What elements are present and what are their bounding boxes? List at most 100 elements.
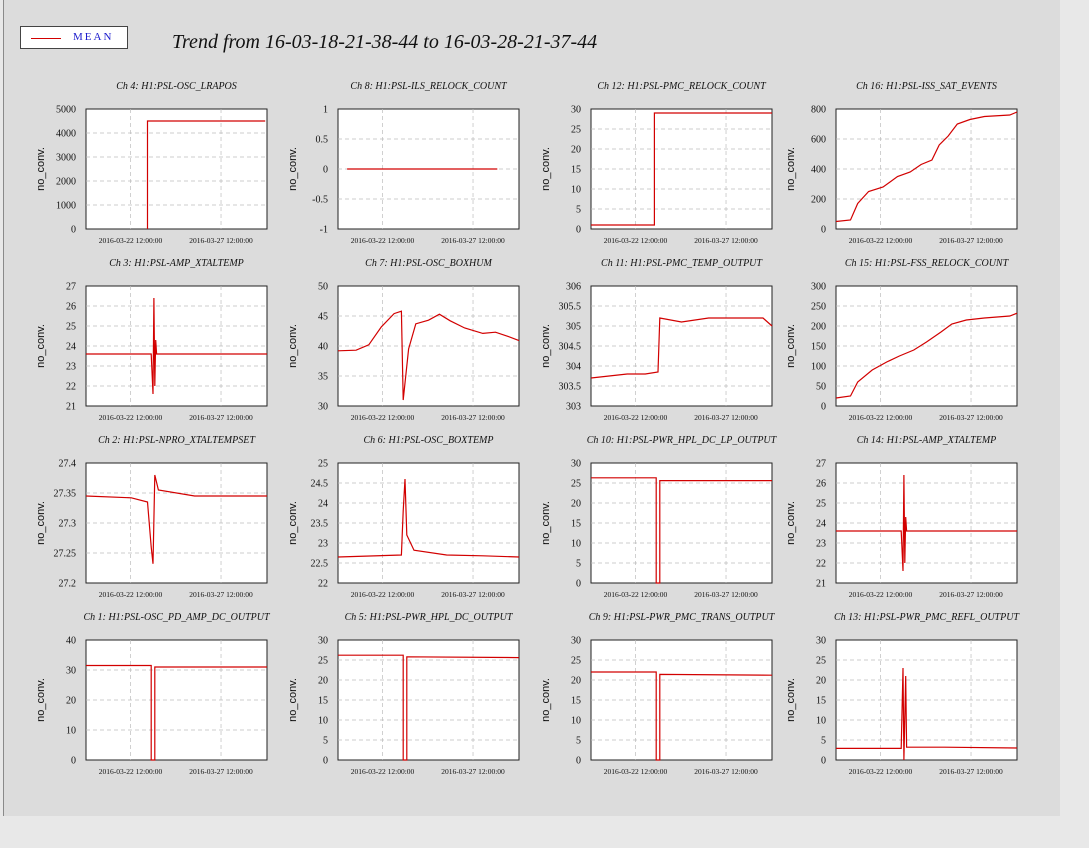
y-tick-label: 25 (318, 656, 328, 667)
y-tick-label: 4000 (56, 129, 76, 140)
y-tick-label: 22 (318, 579, 328, 590)
y-tick-label: 5000 (56, 105, 76, 116)
chart-panel: Ch 14: H1:PSL-AMP_XTALTEMP 21 22 23 24 25 26 27… (785, 435, 1018, 599)
y-tick-label: 25 (571, 125, 581, 136)
y-tick-label: 22 (66, 382, 76, 393)
y-tick-label: 21 (816, 579, 826, 590)
x-tick-label: 2016-03-22 12:00:00 (99, 413, 163, 422)
y-tick-label: 400 (811, 165, 826, 176)
x-tick-label: 2016-03-27 12:00:00 (189, 413, 253, 422)
plot-area (835, 462, 1018, 584)
x-tick-label: 2016-03-22 12:00:00 (351, 236, 415, 245)
y-tick-label: 305.5 (559, 302, 582, 313)
y-tick-label: 24 (318, 499, 328, 510)
y-tick-label: 27.4 (59, 459, 77, 470)
chart-panel: Ch 1: H1:PSL-OSC_PD_AMP_DC_OUTPUT 0 10 20 30… (35, 612, 271, 776)
y-tick-label: 0 (576, 579, 581, 590)
y-axis-label: no_conv. (35, 147, 47, 191)
x-tick-label: 2016-03-27 12:00:00 (441, 590, 505, 599)
y-tick-label: 30 (571, 636, 581, 647)
chart-panel: Ch 6: H1:PSL-OSC_BOXTEMP 22 22.5 23 23.5 24 24… (287, 435, 520, 599)
y-tick-label: 27 (66, 282, 76, 293)
y-tick-label: 304 (566, 362, 581, 373)
x-tick-label: 2016-03-27 12:00:00 (939, 236, 1003, 245)
y-tick-label: 15 (816, 696, 826, 707)
y-tick-label: 25 (66, 322, 76, 333)
y-tick-label: 25 (816, 499, 826, 510)
y-axis-label: no_conv. (785, 147, 797, 191)
chart-panel: Ch 9: H1:PSL-PWR_PMC_TRANS_OUTPUT 0 5 10 15 2… (540, 612, 776, 776)
y-tick-label: 22.5 (311, 559, 329, 570)
y-tick-label: 0 (71, 756, 76, 767)
y-tick-label: 27.3 (59, 519, 77, 530)
y-tick-label: 20 (571, 676, 581, 687)
y-tick-label: 200 (811, 322, 826, 333)
plot-area (85, 462, 268, 584)
x-tick-label: 2016-03-22 12:00:00 (99, 236, 163, 245)
y-tick-label: 23 (318, 539, 328, 550)
y-tick-label: 23.5 (311, 519, 329, 530)
x-tick-label: 2016-03-27 12:00:00 (694, 767, 758, 776)
y-tick-label: 20 (816, 676, 826, 687)
x-tick-label: 2016-03-27 12:00:00 (441, 767, 505, 776)
y-tick-label: 26 (816, 479, 826, 490)
y-tick-label: 10 (571, 539, 581, 550)
page-title: Trend from 16-03-18-21-38-44 to 16-03-28… (172, 31, 598, 53)
chart-title: Ch 5: H1:PSL-PWR_HPL_DC_OUTPUT (345, 612, 514, 623)
y-tick-label: -0.5 (312, 195, 328, 206)
legend: MEAN (20, 26, 128, 49)
x-tick-label: 2016-03-22 12:00:00 (849, 413, 913, 422)
y-tick-label: 50 (816, 382, 826, 393)
y-tick-label: 5 (821, 736, 826, 747)
y-tick-label: 300 (811, 282, 826, 293)
y-tick-label: 306 (566, 282, 581, 293)
x-tick-label: 2016-03-22 12:00:00 (351, 767, 415, 776)
x-tick-label: 2016-03-27 12:00:00 (694, 236, 758, 245)
series-line (86, 664, 267, 761)
x-tick-label: 2016-03-22 12:00:00 (604, 767, 668, 776)
y-tick-label: 15 (571, 696, 581, 707)
series-line (591, 477, 772, 584)
y-tick-label: 0 (323, 165, 328, 176)
y-tick-label: 24 (66, 342, 76, 353)
x-tick-label: 2016-03-27 12:00:00 (189, 767, 253, 776)
series-line (835, 111, 1018, 223)
y-tick-label: 25 (318, 459, 328, 470)
chart-panel: Ch 12: H1:PSL-PMC_RELOCK_COUNT 0 5 10 15 20 25… (540, 81, 773, 245)
y-tick-label: 800 (811, 105, 826, 116)
y-axis-label: no_conv. (540, 324, 552, 368)
series-line (836, 667, 1018, 761)
y-tick-label: 20 (571, 145, 581, 156)
y-tick-label: 27.2 (59, 579, 77, 590)
series-line (590, 317, 773, 379)
y-tick-label: 30 (318, 636, 328, 647)
chart-panel: Ch 15: H1:PSL-FSS_RELOCK_COUNT 0 50 100 150 2… (785, 258, 1018, 422)
chart-panel: Ch 7: H1:PSL-OSC_BOXHUM 30 35 40 45 50 2016-03… (287, 258, 520, 422)
y-tick-label: 30 (66, 666, 76, 677)
series-line (146, 120, 266, 229)
x-tick-label: 2016-03-27 12:00:00 (939, 413, 1003, 422)
y-axis-label: no_conv. (540, 147, 552, 191)
y-tick-label: 25 (816, 656, 826, 667)
chart-title: Ch 2: H1:PSL-NPRO_XTALTEMPSET (98, 435, 256, 446)
chart-title: Ch 7: H1:PSL-OSC_BOXHUM (365, 258, 492, 269)
chart-title: Ch 14: H1:PSL-AMP_XTALTEMP (857, 435, 997, 446)
chart-panel: Ch 13: H1:PSL-PWR_PMC_REFL_OUTPUT 0 5 10 15 2… (785, 612, 1020, 776)
y-tick-label: 1000 (56, 201, 76, 212)
chart-title: Ch 8: H1:PSL-ILS_RELOCK_COUNT (350, 81, 508, 92)
y-tick-label: 600 (811, 135, 826, 146)
legend-swatch (31, 38, 61, 39)
y-tick-label: 21 (66, 402, 76, 413)
y-axis-label: no_conv. (287, 324, 299, 368)
y-tick-label: 24 (816, 519, 826, 530)
y-tick-label: 20 (571, 499, 581, 510)
plot-area (590, 639, 773, 761)
chart-title: Ch 13: H1:PSL-PWR_PMC_REFL_OUTPUT (834, 612, 1020, 623)
y-tick-label: 10 (571, 185, 581, 196)
y-tick-label: 3000 (56, 153, 76, 164)
y-tick-label: 0 (576, 756, 581, 767)
y-tick-label: 1 (323, 105, 328, 116)
y-tick-label: 0 (821, 402, 826, 413)
chart-panel: Ch 4: H1:PSL-OSC_LRAPOS 0 1000 2000 3000 4000… (35, 81, 268, 245)
x-tick-label: 2016-03-27 12:00:00 (441, 236, 505, 245)
